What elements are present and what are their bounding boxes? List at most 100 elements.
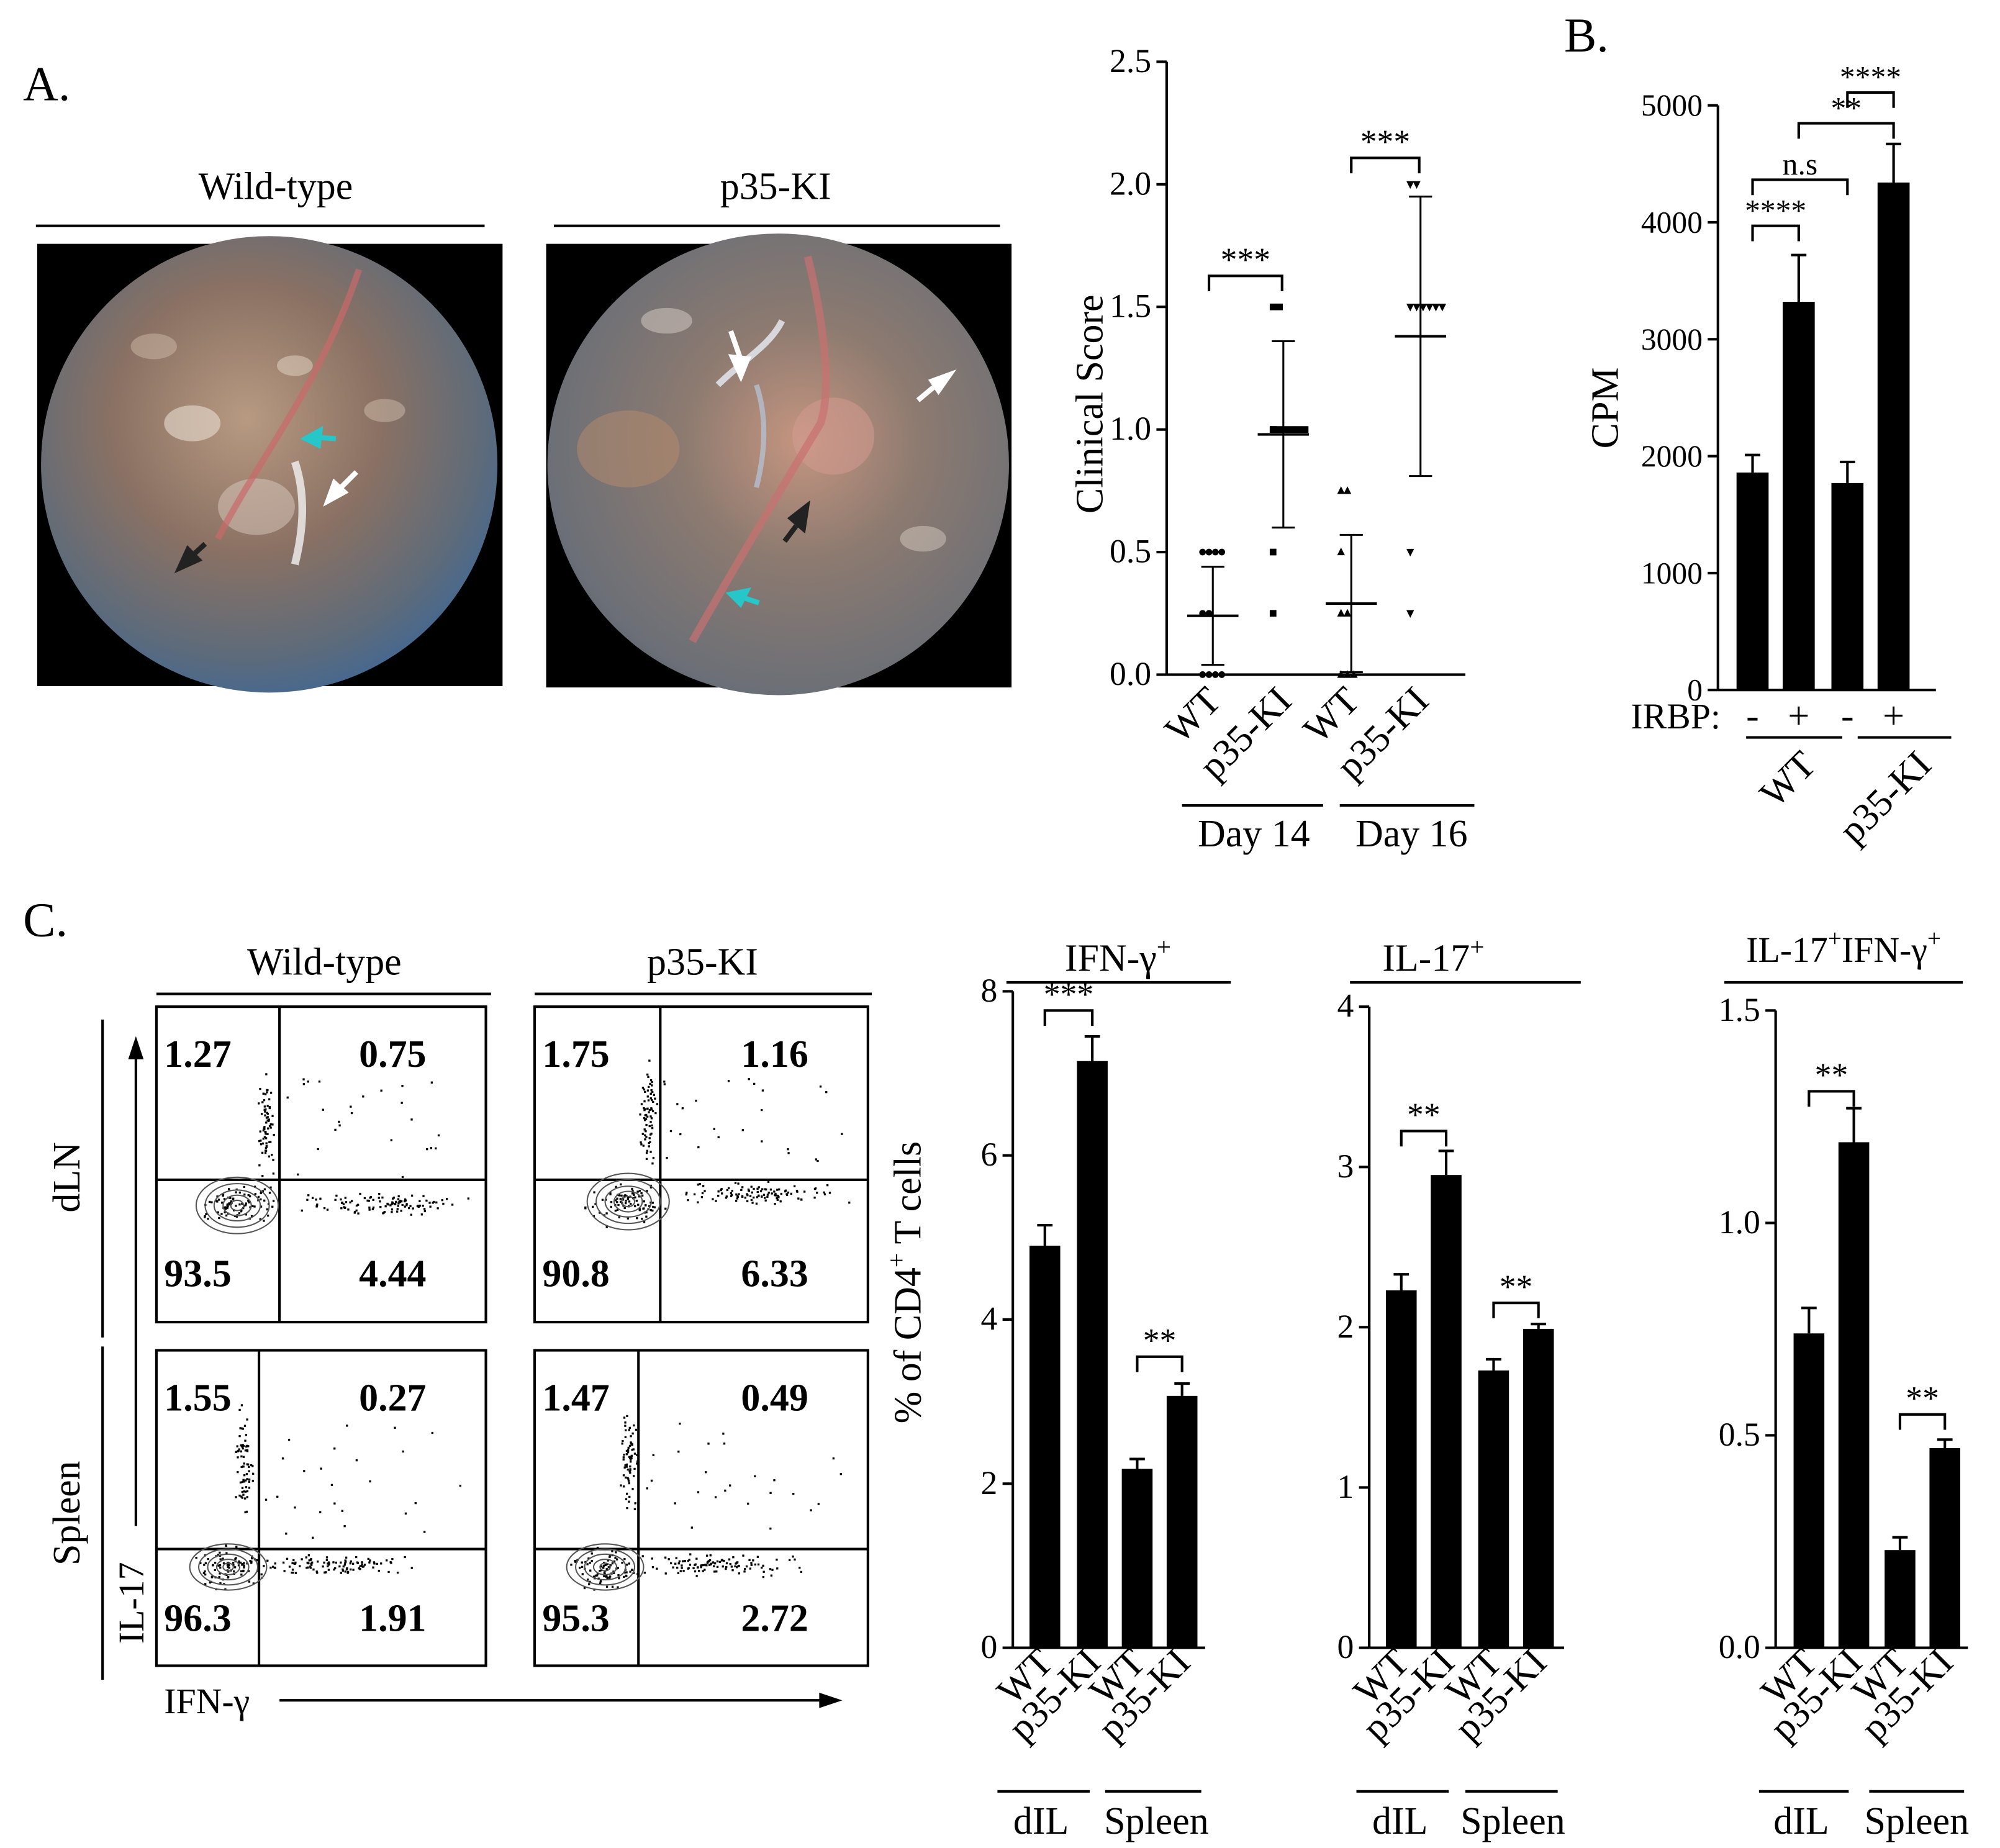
ifng-ytick-label: 8 — [981, 972, 998, 1009]
flow-event — [310, 1564, 313, 1566]
flow-event — [235, 1191, 237, 1194]
dual-sig-label: ** — [1906, 1380, 1939, 1417]
flow-event — [361, 1561, 363, 1564]
flow-event — [773, 1190, 776, 1193]
ifng-y-ticks: 0 2 4 6 8 — [981, 972, 1013, 1665]
flow-event — [695, 1575, 698, 1577]
flow-event — [357, 1212, 360, 1215]
flow-event — [610, 1205, 613, 1208]
flow-event — [263, 1136, 266, 1138]
flow-event — [265, 1498, 268, 1501]
flow-event — [362, 1095, 364, 1098]
flow-event — [590, 1560, 593, 1562]
flow-row-label-dln: dLN — [46, 1142, 88, 1213]
flow-event — [625, 1465, 628, 1468]
flow-event — [650, 1107, 653, 1110]
flow-event — [269, 1123, 272, 1126]
flow-event — [419, 1200, 421, 1202]
flow-event — [234, 1557, 237, 1560]
flow-event — [396, 1571, 399, 1574]
flow-event — [601, 1198, 604, 1201]
flow-event — [355, 1209, 358, 1212]
flow-event — [611, 1562, 614, 1565]
flow-event — [266, 1208, 268, 1211]
flow-event — [269, 1566, 272, 1569]
flow-event — [574, 1559, 576, 1562]
flow-event — [262, 1129, 265, 1132]
flow-event — [243, 1480, 246, 1483]
flow-event — [627, 1217, 629, 1220]
flow-event — [248, 1487, 251, 1489]
flow-event — [629, 1469, 631, 1472]
flow-y-axis-label: IL-17 — [111, 1562, 152, 1644]
flow-event — [819, 1085, 822, 1088]
flow-event — [609, 1556, 611, 1559]
flow-event — [771, 1569, 774, 1571]
flow-event — [238, 1203, 241, 1206]
flow-event — [685, 1193, 687, 1196]
flow-event — [618, 1194, 620, 1196]
flow-event — [392, 1197, 394, 1200]
flow-event — [268, 1106, 271, 1108]
flow-event — [261, 1151, 264, 1154]
flow-event — [252, 1582, 255, 1585]
flow-event — [316, 1572, 319, 1574]
flow-event — [222, 1557, 224, 1560]
flow-event — [776, 1567, 779, 1570]
flow-event — [800, 1198, 803, 1201]
flow-event — [630, 1454, 633, 1457]
flow-event — [291, 1569, 294, 1571]
flow-event — [369, 1480, 371, 1483]
flow-event — [426, 1148, 428, 1151]
ifng-bar — [1029, 1246, 1061, 1648]
dual-bar — [1885, 1550, 1916, 1648]
flow-event — [288, 1565, 291, 1568]
flow-event — [410, 1118, 413, 1121]
flow-event — [459, 1484, 462, 1487]
flow-event — [291, 1562, 294, 1564]
flow-event — [589, 1562, 591, 1564]
clinical-point — [1438, 304, 1447, 312]
flow-event — [725, 1567, 727, 1570]
flow-event — [646, 1089, 649, 1092]
flow-event — [250, 1215, 253, 1218]
clinical-y-ticks: 0.0 0.5 1.0 1.5 2.0 2.5 — [1110, 42, 1167, 692]
flow-event — [260, 1198, 262, 1201]
flow-event — [593, 1575, 595, 1578]
flow-event — [269, 1186, 272, 1189]
flow-event — [402, 1450, 404, 1453]
flow-event — [264, 1152, 267, 1154]
flow-event — [735, 1193, 738, 1196]
flow-event — [712, 1561, 714, 1564]
flow-event — [352, 1562, 355, 1565]
clinical-group-label-day14: Day 14 — [1198, 813, 1310, 855]
flow-event — [650, 1089, 653, 1092]
flow-event — [643, 1100, 646, 1103]
flow-event — [725, 1565, 728, 1569]
flow-event — [219, 1564, 222, 1567]
flow-event — [623, 1558, 626, 1560]
flow-event — [746, 1194, 749, 1197]
flow-event — [748, 1078, 750, 1080]
flow-event — [243, 1424, 247, 1427]
clinical-point — [1288, 426, 1296, 433]
flow-event — [707, 1561, 709, 1564]
flow-event — [638, 1195, 641, 1198]
flow-event — [203, 1564, 206, 1566]
flow-event — [262, 1138, 265, 1140]
cpm-sig-label: **** — [1840, 60, 1901, 94]
flow-event — [258, 1164, 261, 1167]
flow-event — [605, 1574, 608, 1577]
flow-event — [266, 1089, 269, 1092]
flow-event — [246, 1450, 249, 1452]
flow-event — [704, 1564, 707, 1566]
flow-event — [646, 1115, 649, 1118]
flow-event — [738, 1565, 740, 1567]
flow-event — [232, 1198, 234, 1201]
flow-event — [723, 1559, 725, 1562]
flow-event — [333, 1568, 335, 1571]
flow-event — [259, 1130, 261, 1133]
il17-title: IL-17+ — [1382, 933, 1484, 980]
clinical-ytick-label: 1.0 — [1110, 410, 1151, 447]
